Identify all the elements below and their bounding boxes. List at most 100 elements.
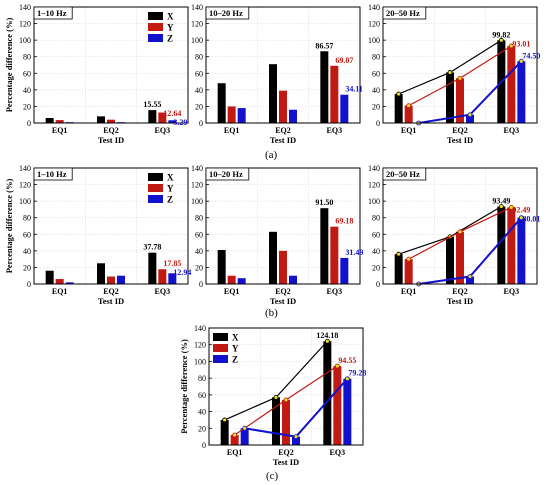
- chart5-data-label-y: 69.18: [335, 217, 353, 226]
- chart5-ytick-label: 20: [195, 263, 203, 272]
- chart7-bar-x-eq2: [272, 397, 280, 445]
- chart7-bar-x-eq1: [220, 419, 229, 445]
- chart5-ytick-label: 120: [191, 181, 203, 190]
- chart4-bar-x-eq2: [97, 263, 105, 284]
- chart4-data-label-y: 17.85: [163, 259, 181, 268]
- chart7-ytick-label: 40: [198, 408, 206, 417]
- chart6-point-z-eq2: [467, 274, 473, 279]
- chart1-legend-label-x: X: [167, 12, 174, 22]
- chart1-ylabel: Percentage difference (%): [4, 18, 14, 113]
- chart4-bar-y-eq2: [107, 276, 115, 284]
- chart6-bar-y-eq1: [404, 259, 413, 284]
- chart7-axes-frame: [208, 327, 364, 446]
- chart2-bar-z-eq1: [237, 108, 246, 123]
- chart4-bar-x-eq1: [45, 270, 54, 284]
- chart6-point-x-eq3: [498, 204, 504, 209]
- chart5-ytick-label: 40: [195, 247, 203, 256]
- chart3-bar-z-eq2: [466, 114, 474, 123]
- chart1-xtick-label: EQ1: [52, 126, 68, 135]
- chart5-bar-z-eq1: [237, 278, 246, 284]
- chart3-bar-x-eq2: [446, 72, 454, 123]
- chart3-point-x-eq1: [396, 91, 402, 97]
- chart4-axes-frame: [33, 167, 189, 285]
- chart3-bar-x-eq1: [394, 94, 403, 123]
- chart1-xlabel: Test ID: [98, 135, 124, 145]
- chart2-data-label-z: 34.11: [345, 85, 363, 94]
- chart7-legend: XYZ: [213, 333, 239, 365]
- chart6-xtick-label: EQ2: [452, 287, 468, 296]
- chart7-data-label-y: 94.55: [338, 356, 356, 365]
- chart7-legend-swatch-y: [213, 344, 228, 352]
- chart6-bar-z-eq3: [517, 217, 526, 284]
- chart2-ytick-label: 80: [195, 53, 203, 62]
- chart4-xtick-label: EQ2: [103, 287, 119, 296]
- chart7-bar-x-eq3: [323, 341, 332, 445]
- chart1-ytick-label: 100: [19, 36, 31, 45]
- chart1-plot-area: [34, 7, 188, 123]
- chart6-point-x-eq1: [396, 251, 402, 257]
- chart6-bar-z-eq2: [466, 276, 474, 284]
- chart4-bar-z-eq3: [168, 273, 177, 284]
- chart3-data-label-x: 99.82: [492, 30, 510, 39]
- chart1-data-label-x: 15.55: [143, 100, 161, 109]
- chart1-ytick-label: 80: [23, 53, 31, 62]
- chart7-xtick-label: EQ2: [278, 448, 294, 457]
- chart6-bar-x-eq2: [446, 236, 454, 284]
- chart4-legend-label-y: Y: [167, 184, 174, 194]
- chart4-legend-label-z: Z: [167, 195, 173, 205]
- chart5-ytick-label: 140: [191, 164, 203, 173]
- chart1-data-label-z: 3.29: [173, 118, 187, 127]
- chart3-data-label-y: 93.01: [512, 39, 530, 48]
- chart2-ytick-label: 60: [195, 69, 203, 78]
- chart4-bar-x-eq3: [148, 252, 157, 284]
- chart3-data-label-z: 74.50: [522, 51, 540, 60]
- chart6-xtick-label: EQ1: [401, 287, 417, 296]
- chart6-title-box: [382, 167, 427, 181]
- chart6-point-y-eq3: [508, 204, 514, 210]
- chart5-data-label-z: 31.49: [345, 248, 363, 257]
- chart2-ytick-label: 120: [191, 20, 203, 29]
- chart1-data-label-y: 12.64: [163, 109, 181, 118]
- chart4-bar-y-eq3: [158, 269, 167, 284]
- chart2-bar-y-eq1: [227, 106, 236, 123]
- chart4: 0 20 40 60 80 100 120 140 EQ1 EQ2 EQ3 Test ID Percen…: [4, 164, 191, 306]
- chart2: 0 20 40 60 80 100 120 140 EQ1 EQ2 EQ3 Test ID 10–20 …: [191, 3, 363, 145]
- chart5-xtick-label: EQ2: [275, 287, 291, 296]
- chart3-ytick-label: 100: [368, 36, 380, 45]
- chart6-ytick-label: 60: [372, 230, 380, 239]
- chart3-axes-frame: [382, 6, 538, 124]
- chart6-point-z-eq3: [518, 215, 524, 221]
- chart7-data-label-z: 79.28: [348, 369, 366, 378]
- chart7-bar-z-eq1: [240, 428, 249, 445]
- chart6-xlabel: Test ID: [447, 296, 473, 306]
- chart4-ytick-label: 100: [19, 197, 31, 206]
- chart2-xtick-label: EQ2: [275, 126, 291, 135]
- chart3-ytick-label: 0: [376, 119, 380, 128]
- chart7-point-x-eq3: [324, 338, 330, 344]
- chart6-bar-y-eq2: [456, 231, 464, 284]
- chart6-point-y-eq2: [457, 229, 463, 235]
- chart6-axes-frame: [382, 167, 538, 285]
- chart3-point-y-eq2: [457, 75, 463, 81]
- chart1-ytick-label: 40: [23, 86, 31, 95]
- chart5-title-box: [205, 167, 250, 181]
- chart1-legend-label-z: Z: [167, 34, 173, 44]
- chart3-ytick-label: 20: [372, 102, 380, 111]
- chart1-legend-label-y: Y: [167, 23, 174, 33]
- chart3-point-y-eq1: [406, 103, 412, 108]
- chart7-ylabel: Percentage difference (%): [179, 339, 189, 434]
- chart6-point-y-eq1: [406, 256, 412, 262]
- chart4-xtick-label: EQ1: [52, 287, 68, 296]
- chart2-data-label-x: 86.57: [315, 41, 333, 50]
- chart6-title: 20–50 Hz: [386, 169, 420, 179]
- chart7-point-y-eq2: [283, 397, 289, 403]
- chart3-xtick-label: EQ1: [401, 126, 417, 135]
- chart2-title: 10–20 Hz: [209, 8, 243, 18]
- chart7-xtick-label: EQ1: [227, 448, 243, 457]
- chart7-point-y-eq1: [232, 432, 238, 438]
- chart1-legend: XYZ: [148, 12, 174, 44]
- chart6-ytick-label: 140: [368, 164, 380, 173]
- chart4-ytick-label: 40: [23, 247, 31, 256]
- chart6-data-label-z: 80.01: [522, 215, 540, 224]
- chart7-ytick-label: 80: [198, 374, 206, 383]
